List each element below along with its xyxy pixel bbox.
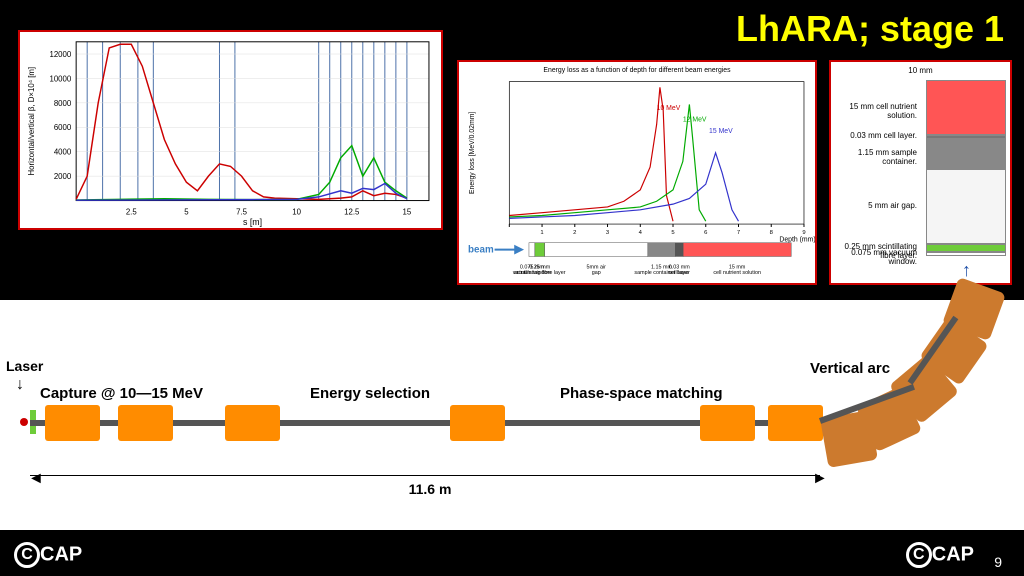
svg-text:12000: 12000 (49, 50, 71, 59)
logo-right: CCAP (906, 542, 974, 568)
sample-stack-chart: 10 mm15 mm cell nutrient solution.0.03 m… (829, 60, 1012, 285)
svg-text:s [m]: s [m] (243, 217, 262, 227)
svg-text:2000: 2000 (54, 172, 72, 181)
slide-title: LhARA; stage 1 (736, 8, 1004, 50)
svg-text:10: 10 (292, 207, 301, 216)
svg-text:8000: 8000 (54, 99, 72, 108)
svg-text:cell nutrient solution: cell nutrient solution (713, 270, 761, 276)
svg-text:5: 5 (184, 207, 189, 216)
svg-text:3: 3 (606, 230, 610, 236)
svg-text:10000: 10000 (49, 74, 71, 83)
energy-loss-chart: Energy loss as a function of depth for d… (457, 60, 817, 285)
svg-text:9: 9 (802, 230, 805, 236)
svg-text:15: 15 (403, 207, 412, 216)
svg-text:2: 2 (573, 230, 576, 236)
svg-text:2.5: 2.5 (126, 207, 138, 216)
svg-text:beam: beam (468, 245, 494, 256)
svg-text:Energy loss [MeV/0.02mm]: Energy loss [MeV/0.02mm] (469, 112, 476, 194)
svg-text:5: 5 (671, 230, 675, 236)
svg-text:7.5: 7.5 (236, 207, 248, 216)
svg-text:6: 6 (704, 230, 708, 236)
beamline-diagram: Laser↓Capture @ 10—15 MeVEnergy selectio… (0, 300, 1024, 530)
logo-left: CCAP (14, 542, 82, 568)
svg-text:scintillating fibre layer: scintillating fibre layer (514, 270, 566, 276)
svg-text:15 MeV: 15 MeV (709, 128, 733, 135)
svg-text:gap: gap (592, 270, 601, 276)
svg-text:Energy loss as a function of d: Energy loss as a function of depth for d… (543, 67, 731, 74)
beta-function-chart: 2000 4000 6000 8000 10000 12000 2.5 5 7.5 10 12.5 1… (18, 30, 443, 230)
svg-text:8: 8 (770, 230, 774, 236)
svg-text:7: 7 (737, 230, 740, 236)
svg-text:4000: 4000 (54, 148, 72, 157)
svg-text:12 MeV: 12 MeV (683, 117, 707, 124)
slide-number: 9 (994, 554, 1002, 570)
svg-text:1: 1 (540, 230, 543, 236)
svg-text:cell layer: cell layer (669, 270, 690, 276)
svg-text:Horizontal/vertical β, D×10⁴ [: Horizontal/vertical β, D×10⁴ [m] (27, 67, 36, 176)
svg-text:4: 4 (639, 230, 643, 236)
svg-text:10 MeV: 10 MeV (657, 105, 681, 112)
svg-text:6000: 6000 (54, 123, 72, 132)
svg-text:12.5: 12.5 (344, 207, 360, 216)
